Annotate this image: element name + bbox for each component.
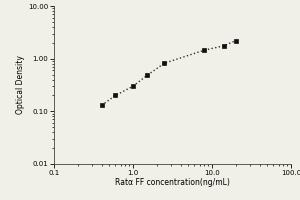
Y-axis label: Optical Density: Optical Density [16,56,26,114]
X-axis label: Ratα FF concentration(ng/mL): Ratα FF concentration(ng/mL) [115,178,230,187]
